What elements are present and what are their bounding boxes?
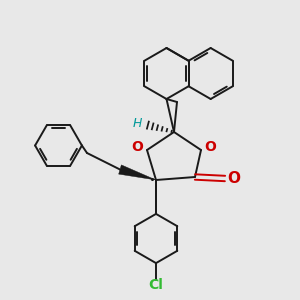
Polygon shape	[119, 165, 156, 180]
Text: O: O	[227, 171, 240, 186]
Text: H: H	[132, 116, 142, 130]
Text: O: O	[205, 140, 217, 154]
Text: Cl: Cl	[148, 278, 164, 292]
Text: O: O	[131, 140, 143, 154]
